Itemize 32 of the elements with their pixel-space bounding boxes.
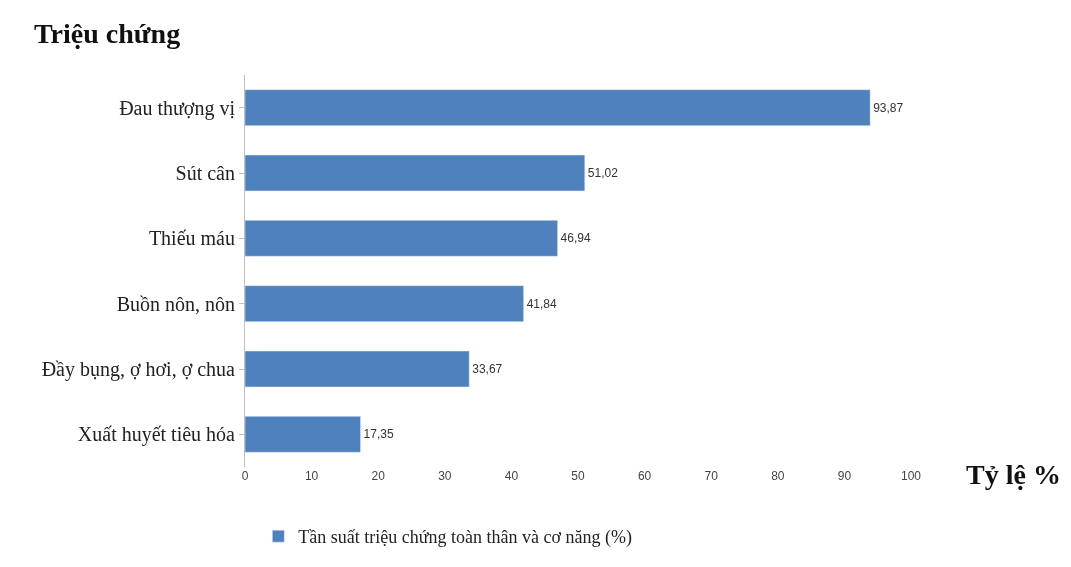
bar bbox=[245, 285, 524, 322]
y-tick-label: Sút cân bbox=[175, 162, 235, 184]
x-tick-label: 80 bbox=[771, 469, 785, 483]
data-label: 93,87 bbox=[873, 100, 904, 115]
x-tick-label: 40 bbox=[504, 469, 519, 483]
data-label: 17,35 bbox=[363, 427, 394, 442]
y-axis-title: Triệu chứng bbox=[34, 18, 181, 49]
y-tick-label: Thiếu máu bbox=[148, 227, 235, 250]
x-tick-label: 0 bbox=[241, 469, 249, 483]
x-tick-label: 100 bbox=[900, 469, 922, 483]
data-label: 33,67 bbox=[472, 362, 503, 376]
bar bbox=[245, 154, 586, 192]
x-tick-label: 10 bbox=[304, 469, 319, 483]
y-tick-label: Buồn nôn, nôn bbox=[116, 292, 235, 315]
data-label: 46,94 bbox=[560, 231, 591, 246]
x-tick-label: 30 bbox=[438, 469, 452, 483]
x-tick-label: 50 bbox=[571, 469, 585, 483]
x-tick-label: 70 bbox=[704, 469, 719, 483]
bar bbox=[245, 220, 558, 257]
data-label: 41,84 bbox=[526, 296, 558, 311]
x-axis-title: Tỷ lệ % bbox=[966, 459, 1061, 490]
data-label: 51,02 bbox=[587, 166, 619, 180]
legend-label: Tần suất triệu chứng toàn thân và cơ năng (%) bbox=[298, 527, 632, 549]
bar bbox=[245, 350, 470, 388]
bar bbox=[245, 416, 361, 453]
bar bbox=[245, 89, 871, 126]
x-tick-label: 60 bbox=[637, 469, 652, 483]
x-tick-label: 90 bbox=[837, 469, 852, 483]
x-tick-label: 20 bbox=[371, 469, 386, 483]
y-tick-label: Đầy bụng, ợ hơi, ợ chua bbox=[41, 358, 236, 381]
y-tick-label: Đau thượng vị bbox=[119, 96, 236, 120]
y-tick-label: Xuất huyết tiêu hóa bbox=[77, 423, 236, 447]
